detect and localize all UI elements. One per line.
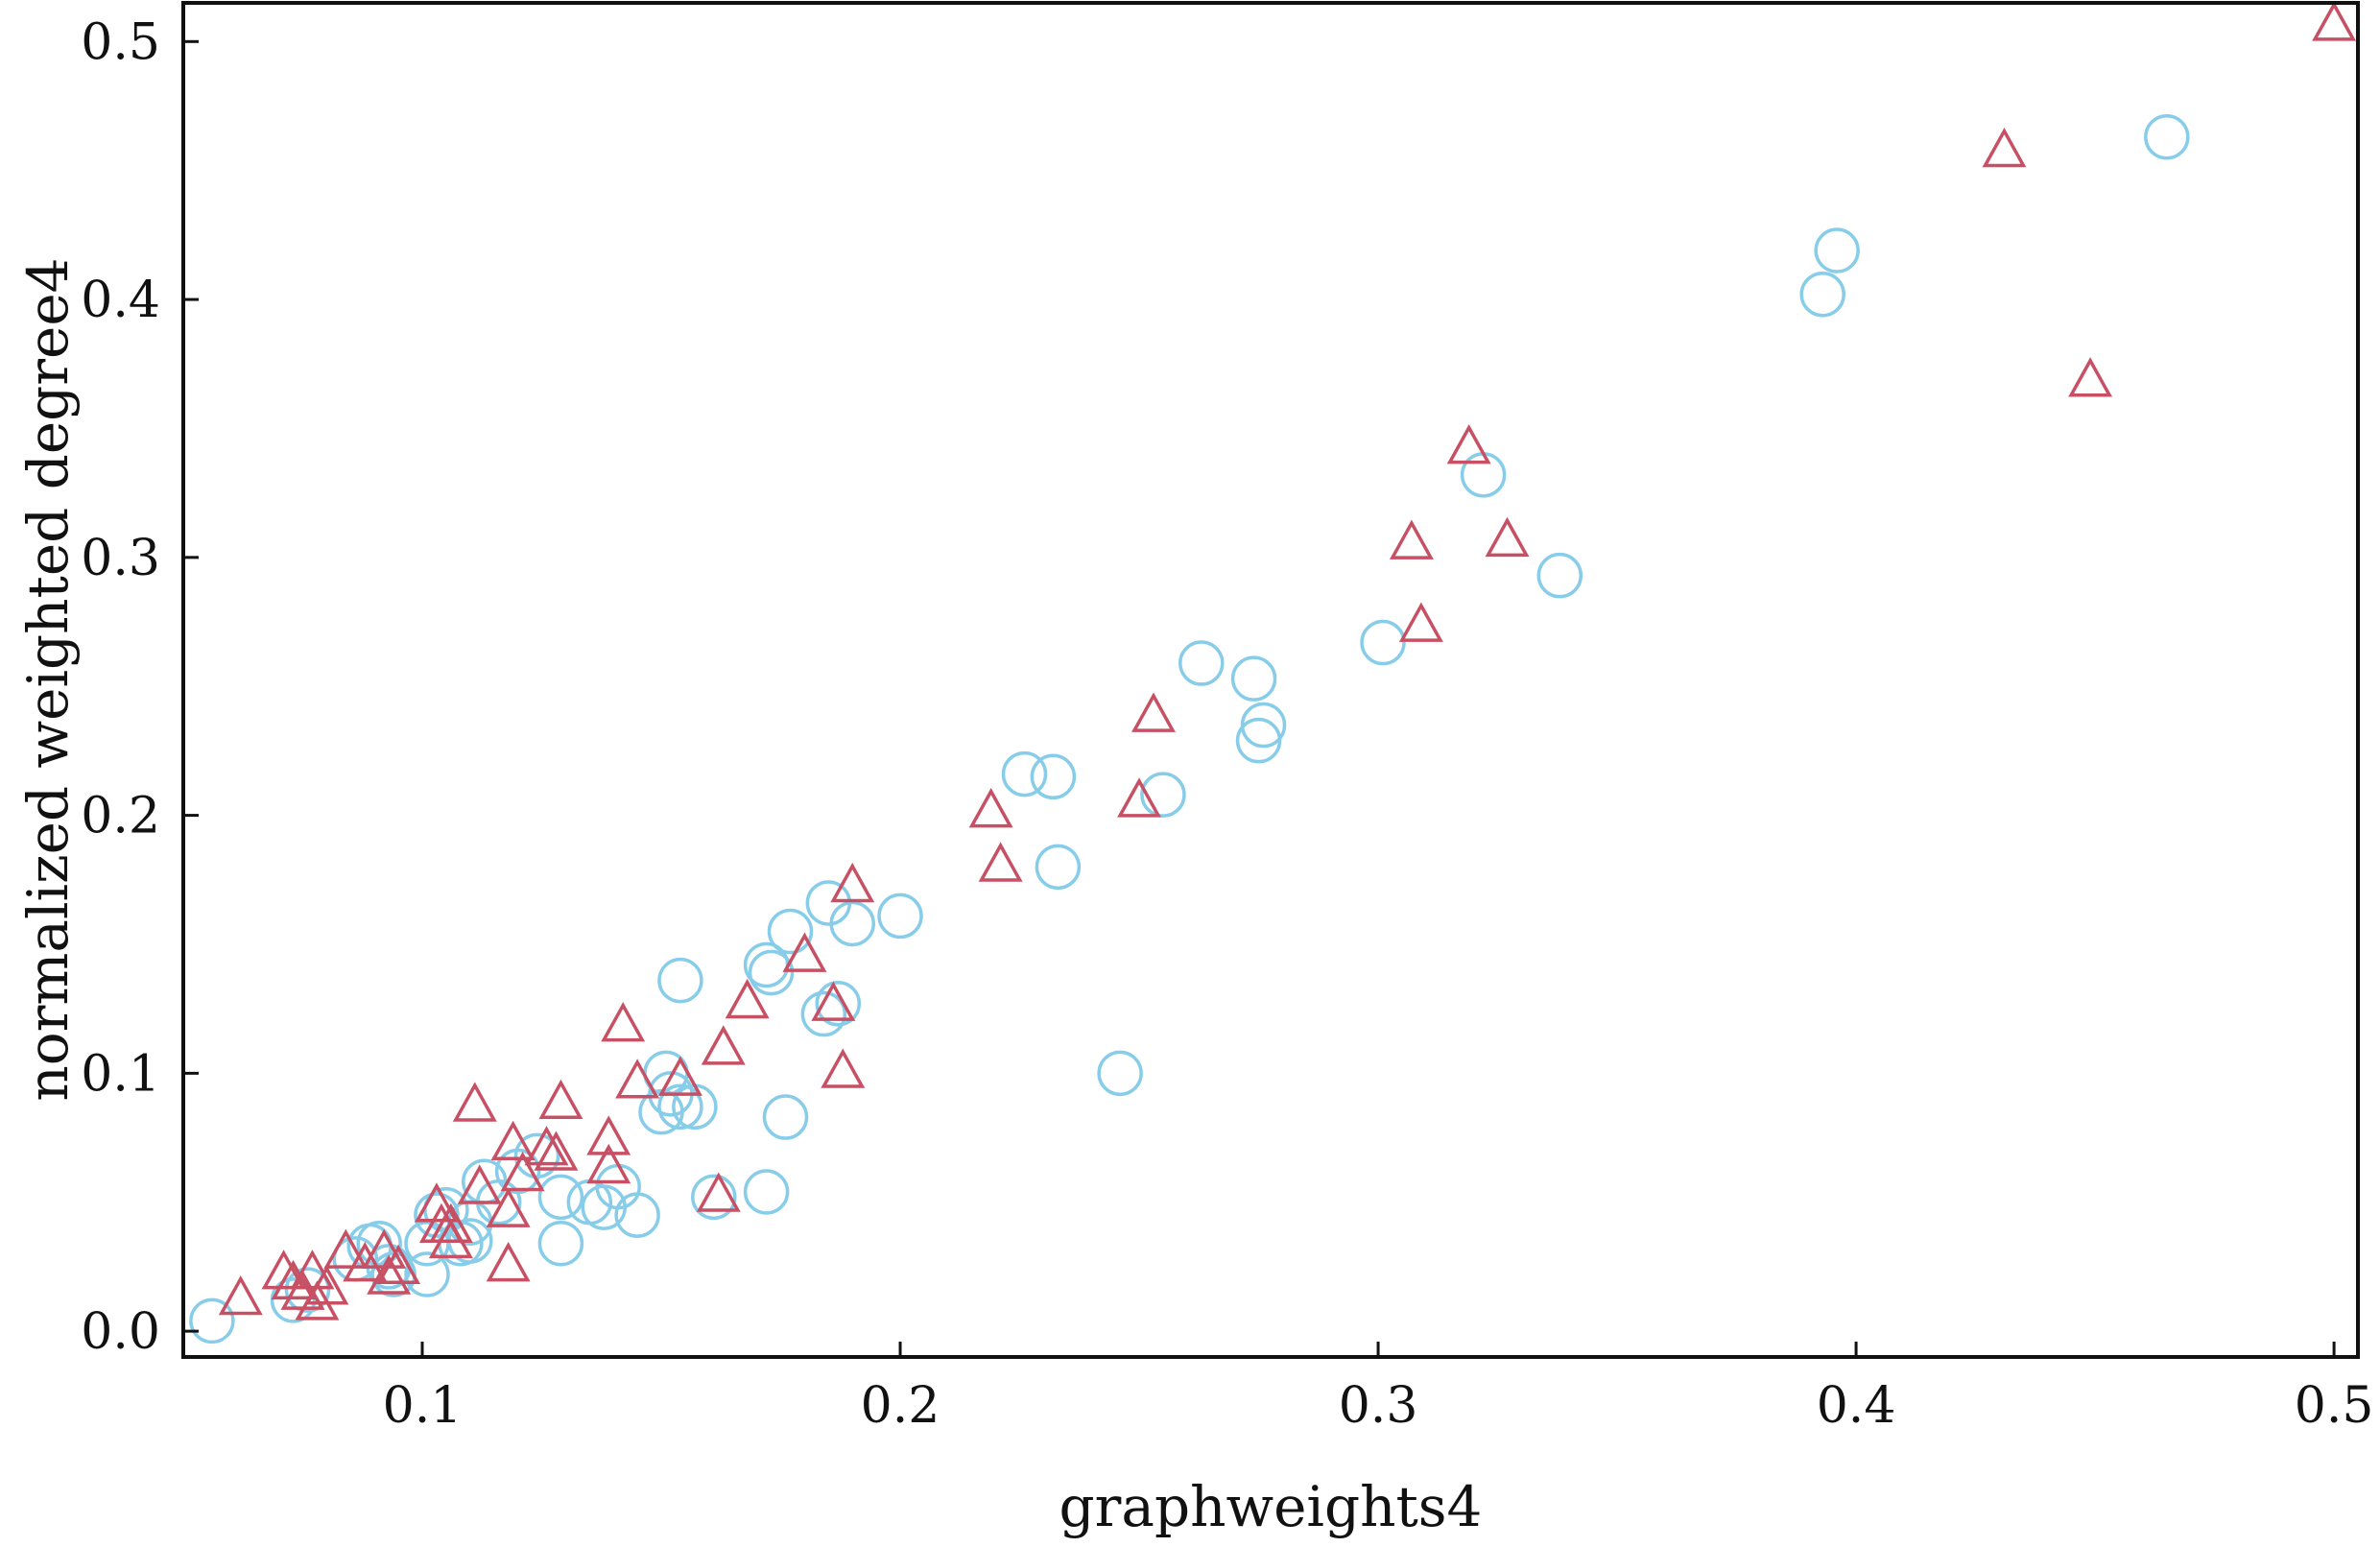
x-tick-label: 0.5 [2295,1377,2374,1435]
triangle-point [261,1250,306,1290]
triangle-point [2068,357,2113,397]
triangle-point [782,932,827,972]
triangle-point [725,978,770,1019]
circle-point [743,1169,790,1215]
series-triangles [218,1,2357,1321]
circle-point [614,1192,660,1238]
triangle-point [701,1025,746,1065]
triangle-point [500,1151,545,1192]
circle-point [1001,750,1048,797]
circle-point [1035,844,1082,891]
triangle-point [601,1002,646,1042]
circle-point [800,990,847,1037]
triangle-point [271,1259,316,1300]
circle-point [537,1220,584,1267]
circle-point [657,957,703,1004]
triangle-point [538,1079,583,1120]
triangle-point [811,981,856,1021]
circle-point [815,981,862,1027]
triangle-point [586,1115,631,1155]
triangle-point [696,1172,741,1212]
triangle-point [428,1202,473,1244]
triangle-point [323,1228,369,1269]
circle-point [691,1174,737,1221]
x-axis-title: graphweights4 [1059,1474,1483,1539]
triangle-point [2312,1,2357,41]
x-tick-label: 0.2 [861,1377,940,1435]
triangle-point [1117,777,1162,818]
triangle-point [1131,692,1176,732]
points-layer [189,1,2357,1345]
triangle-point [486,1242,531,1282]
triangle-point [343,1242,388,1282]
circle-point [877,892,923,940]
y-tick-label: 0.4 [81,272,160,329]
triangle-point [367,1254,412,1295]
circle-point [537,1174,584,1221]
circle-point [270,1277,317,1323]
triangle-point [978,842,1023,882]
circle-point [1030,753,1077,800]
triangle-point [452,1082,497,1122]
circle-point [284,1267,331,1313]
triangle-point [457,1164,502,1204]
circle-point [1230,655,1277,702]
y-tick-label: 0.0 [81,1303,160,1361]
triangle-point [1485,516,1530,558]
circle-point [1814,227,1860,274]
circle-point [1097,1050,1143,1097]
circle-point [189,1297,235,1345]
circle-point [1799,271,1845,318]
circle-point [767,908,814,955]
circle-point [1536,552,1583,599]
circle-point [2144,114,2190,160]
triangle-point [1446,424,1491,464]
triangle-point [968,787,1013,828]
x-tick-label: 0.1 [383,1377,463,1435]
triangle-point [821,1048,866,1088]
circle-point [356,1220,402,1267]
y-axis-title: normalized weighted degree4 [15,257,81,1101]
triangle-point [414,1182,459,1223]
circle-point [513,1132,560,1179]
triangle-point [428,1218,473,1259]
circle-point [1140,772,1186,818]
triangle-point [486,1187,531,1227]
ticks-layer: 0.1 0.2 0.3 0.4 0.5 0.0 0.1 0.2 0.3 0.4 0.5 [81,13,2373,1435]
triangle-point [1389,519,1434,559]
circle-point [762,1094,809,1140]
circle-point [1240,702,1287,749]
triangle-point [830,862,875,903]
triangle-point [290,1250,335,1290]
y-tick-label: 0.1 [81,1045,160,1103]
circle-point [414,1192,460,1238]
x-tick-label: 0.4 [1817,1377,1896,1435]
triangle-point [218,1274,263,1316]
triangle-point [376,1244,421,1285]
y-tick-label: 0.3 [81,530,160,587]
circle-point [404,1251,450,1297]
circle-point [748,949,795,996]
y-tick-label: 0.2 [81,788,160,845]
triangle-point [524,1126,569,1166]
circle-point [657,1083,703,1130]
circle-point [829,900,875,947]
triangle-point [490,1120,536,1161]
circle-point [1360,619,1406,666]
plot-frame [181,1,2360,1359]
triangle-point [534,1130,579,1171]
triangle-point [1398,602,1443,642]
triangle-point [615,1059,660,1099]
triangle-point [304,1265,349,1305]
triangle-point [1982,127,2027,168]
triangle-point [657,1056,702,1096]
x-tick-label: 0.3 [1339,1377,1418,1435]
circle-point [1178,640,1225,686]
y-tick-label: 0.5 [81,13,160,71]
triangle-point [586,1143,631,1184]
